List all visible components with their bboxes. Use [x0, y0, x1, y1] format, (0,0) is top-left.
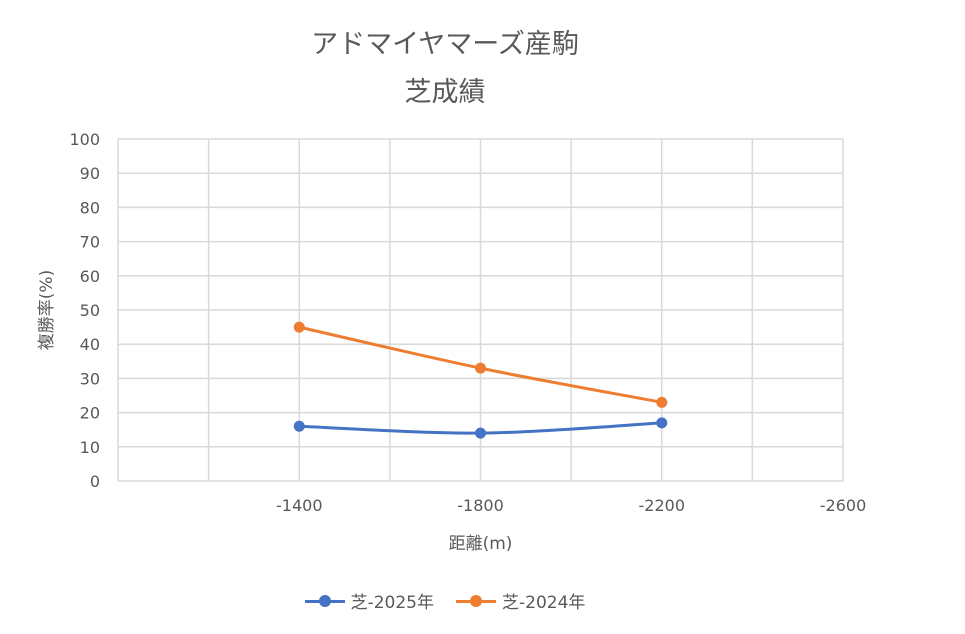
chart-title: アドマイヤマーズ産駒 — [311, 29, 579, 60]
legend: 芝-2025年 芝-2024年 — [0, 588, 890, 613]
y-tick-label: 70 — [80, 233, 100, 252]
x-axis-title: 距離(m) — [449, 534, 513, 554]
data-point-s0-1 — [475, 427, 486, 439]
legend-marker-2025 — [304, 594, 345, 608]
x-tick-label: -1800 — [457, 496, 504, 515]
y-tick-label: 60 — [80, 267, 100, 286]
data-point-s1-2 — [656, 396, 668, 408]
y-tick-label: 0 — [90, 472, 100, 491]
legend-label-2025: 芝-2025年 — [350, 593, 434, 613]
data-point-s0-2 — [656, 417, 668, 429]
legend-item-2024: 芝-2024年 — [456, 588, 585, 613]
chart-subtitle: 芝成績 — [404, 77, 486, 108]
x-tick-label: -2200 — [639, 496, 686, 515]
y-tick-label: 50 — [80, 301, 100, 320]
y-tick-label: 90 — [80, 164, 100, 183]
y-tick-label: 100 — [69, 130, 100, 149]
x-tick-label: -2600 — [820, 496, 867, 515]
y-tick-label: 20 — [80, 404, 100, 423]
y-tick-label: 30 — [80, 369, 100, 388]
legend-item-2025: 芝-2025年 — [304, 588, 434, 613]
legend-label-2024: 芝-2024年 — [502, 593, 586, 613]
data-point-s1-0 — [293, 321, 305, 333]
data-point-s0-0 — [293, 420, 305, 432]
legend-marker-2024 — [456, 594, 496, 608]
y-tick-label: 80 — [80, 198, 100, 217]
x-tick-label: -1400 — [276, 496, 323, 515]
y-tick-label: 10 — [80, 438, 100, 457]
data-point-s1-1 — [475, 362, 486, 374]
y-tick-label: 40 — [80, 335, 100, 354]
y-axis-title: 複勝率(%) — [37, 270, 57, 350]
